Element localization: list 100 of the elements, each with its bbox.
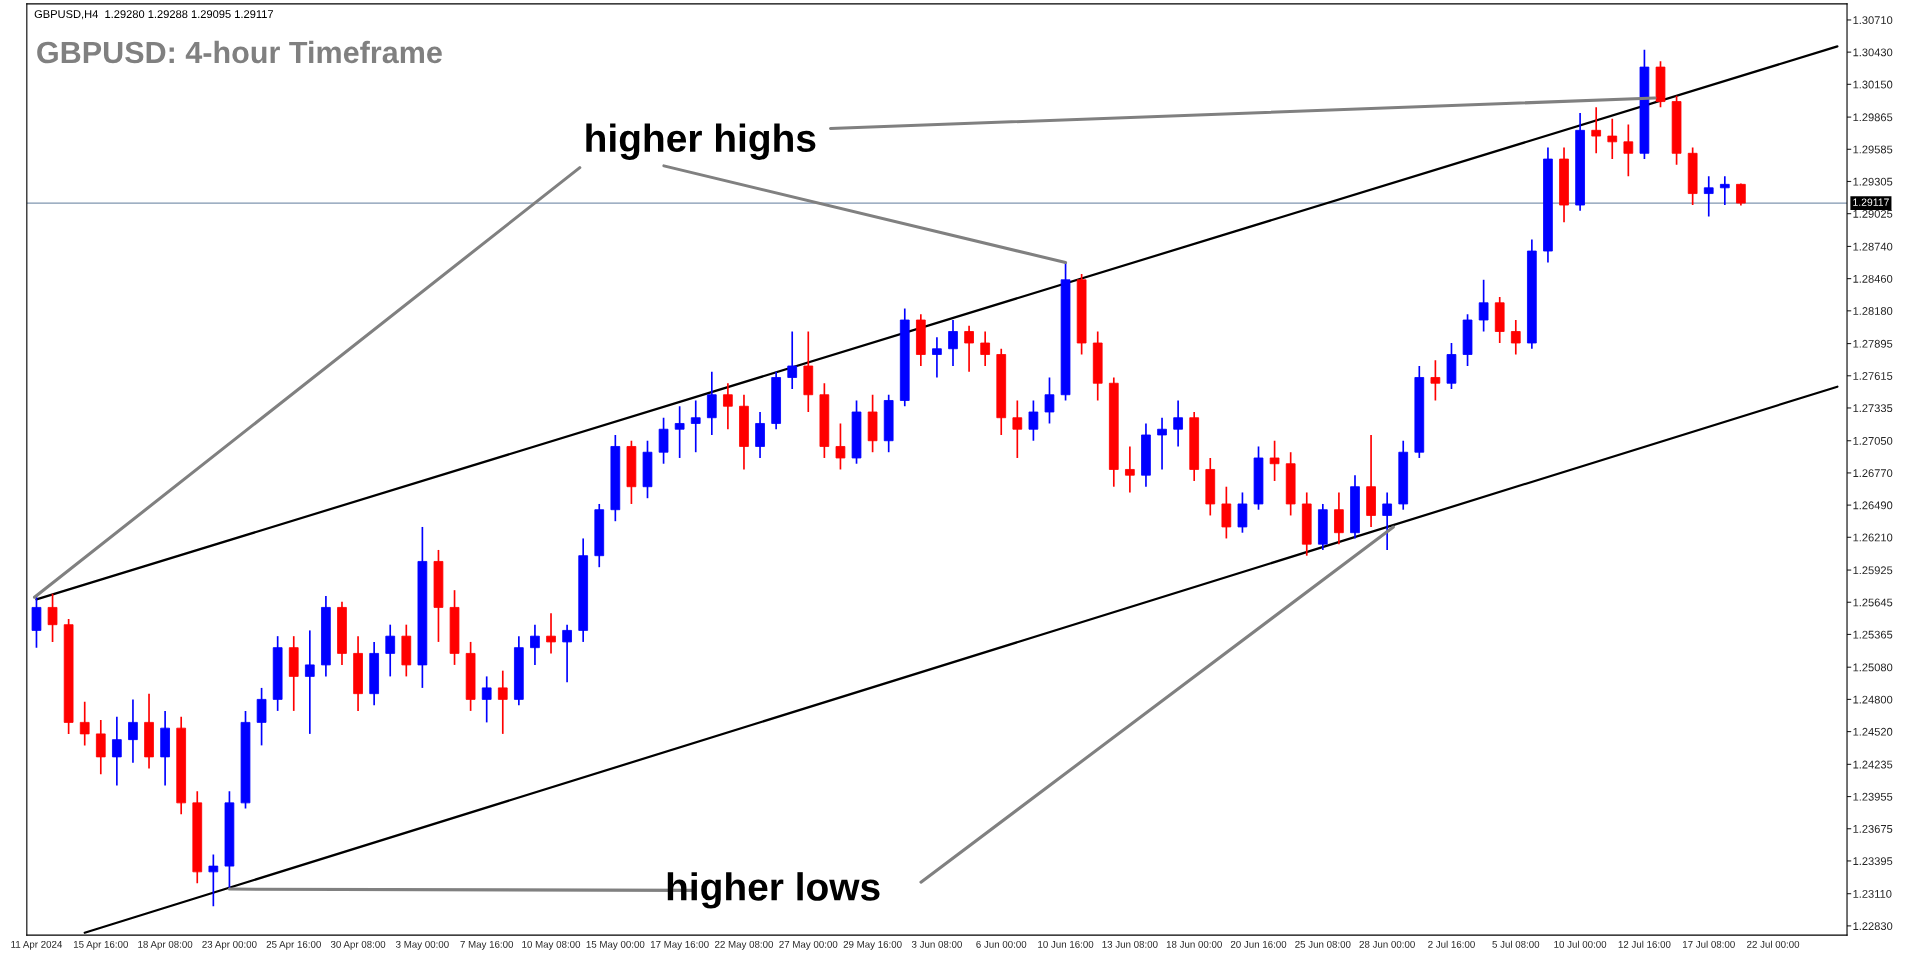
x-tick-label: 28 Jun 00:00 xyxy=(1359,940,1415,948)
candlestick xyxy=(1269,439,1280,482)
candlestick xyxy=(690,399,701,454)
candlestick xyxy=(95,719,106,775)
candlestick xyxy=(1028,399,1039,442)
y-tick-label: 1.26210 xyxy=(1853,533,1893,542)
y-tick-label: 1.27895 xyxy=(1853,339,1893,348)
candlestick xyxy=(787,330,798,390)
y-tick-label: 1.27615 xyxy=(1853,372,1893,380)
candlestick xyxy=(1382,491,1392,551)
candlestick xyxy=(1221,485,1232,540)
candlestick xyxy=(1044,376,1055,425)
candlestick xyxy=(79,700,90,747)
candlestick xyxy=(1591,106,1602,155)
candlestick xyxy=(723,382,733,431)
candlestick xyxy=(1703,175,1714,218)
candlestick xyxy=(1607,117,1618,160)
candlestick xyxy=(1478,278,1489,333)
candlestick xyxy=(546,612,556,655)
candlestick xyxy=(481,675,492,724)
candlestick xyxy=(385,623,396,678)
candlestick xyxy=(530,623,540,666)
y-tick-label: 1.28180 xyxy=(1853,307,1893,315)
y-tick-label: 1.26490 xyxy=(1853,501,1893,510)
y-tick-label: 1.25080 xyxy=(1853,663,1893,672)
x-tick-label: 15 Apr 16:00 xyxy=(73,940,128,950)
x-tick-label: 17 May 16:00 xyxy=(650,940,709,950)
x-tick-label: 3 May 00:00 xyxy=(396,940,449,950)
candlestick xyxy=(208,853,219,908)
y-tick-label: 1.29305 xyxy=(1853,177,1893,186)
x-tick-label: 11 Apr 2024 xyxy=(11,940,63,950)
candlestick xyxy=(1430,359,1441,402)
candlestick xyxy=(1157,416,1167,471)
candlestick xyxy=(1173,399,1183,448)
candlestick xyxy=(964,324,974,373)
y-tick-label: 1.25925 xyxy=(1853,566,1893,575)
y-tick-label: 1.23955 xyxy=(1853,792,1893,801)
x-tick-label: 17 Jul 08:00 xyxy=(1683,940,1735,948)
candlestick xyxy=(948,319,958,367)
y-tick-label: 1.23110 xyxy=(1853,889,1892,898)
y-tick-label: 1.26770 xyxy=(1853,469,1893,478)
candlestick xyxy=(1125,445,1135,494)
candlestick xyxy=(980,330,990,367)
x-tick-label: 5 Jul 08:00 xyxy=(1492,940,1540,948)
ref-line-label: 1.29117 xyxy=(1853,198,1889,206)
candlestick xyxy=(128,698,138,764)
x-tick-label: 18 Jun 00:00 xyxy=(1166,940,1222,948)
y-tick-label: 1.24235 xyxy=(1853,760,1893,769)
candlestick xyxy=(304,629,315,735)
x-tick-label: 27 May 00:00 xyxy=(779,940,838,950)
x-tick-label: 22 May 08:00 xyxy=(715,940,774,950)
x-tick-label: 12 Jul 16:00 xyxy=(1618,940,1671,948)
x-tick-label: 13 Jun 08:00 xyxy=(1102,940,1158,948)
x-tick-label: 10 Jun 16:00 xyxy=(1038,940,1094,948)
candlestick xyxy=(1334,491,1344,546)
x-tick-label: 7 May 16:00 xyxy=(460,940,514,950)
annotation: higher highs xyxy=(586,123,816,160)
candlestick xyxy=(47,592,58,643)
x-tick-label: 3 Jun 08:00 xyxy=(911,940,962,948)
x-tick-label: 2 Jul 16:00 xyxy=(1428,940,1475,948)
y-tick-label: 1.28740 xyxy=(1853,242,1893,251)
x-tick-label: 30 Apr 08:00 xyxy=(330,940,386,950)
candlestick xyxy=(706,370,717,436)
y-tick-label: 1.28460 xyxy=(1853,274,1893,283)
candlestick xyxy=(658,416,669,465)
candlestick xyxy=(755,411,765,459)
candlestick xyxy=(1012,399,1023,459)
candlestick xyxy=(497,669,508,735)
annotation: GBPUSD,H4 1.29280 1.29288 1.29095 1.29117 xyxy=(34,10,274,20)
x-tick-label: 18 Apr 08:00 xyxy=(138,940,193,950)
candlestick xyxy=(835,422,846,471)
x-tick-label: 22 Jul 00:00 xyxy=(1747,940,1800,948)
y-tick-label: 1.30150 xyxy=(1853,80,1893,89)
candlestick xyxy=(932,336,942,379)
candlestick xyxy=(1736,182,1746,207)
y-tick-label: 1.30430 xyxy=(1853,48,1893,57)
y-tick-label: 1.29865 xyxy=(1853,113,1893,122)
y-tick-label: 1.22830 xyxy=(1853,922,1893,931)
candlestick xyxy=(562,623,572,683)
y-tick-label: 1.30710 xyxy=(1853,16,1893,25)
candlestick xyxy=(1719,175,1730,206)
y-tick-label: 1.27050 xyxy=(1853,436,1893,445)
x-tick-label: 29 May 16:00 xyxy=(843,940,902,950)
x-tick-label: 25 Jun 08:00 xyxy=(1295,940,1351,948)
text: GBPUSD: 4-hour Timeframe xyxy=(37,40,442,64)
candlestick xyxy=(112,715,122,787)
candlestick xyxy=(1237,491,1248,534)
candlestick xyxy=(1510,319,1521,356)
annotation: higher lows xyxy=(667,872,880,909)
y-tick-label: 1.24520 xyxy=(1853,727,1893,736)
x-tick-label: 23 Apr 00:00 xyxy=(202,940,257,950)
x-tick-label: 10 May 08:00 xyxy=(522,940,581,950)
y-tick-label: 1.25365 xyxy=(1853,630,1893,639)
x-tick-label: 20 Jun 16:00 xyxy=(1230,940,1287,948)
y-tick-label: 1.29585 xyxy=(1853,145,1893,154)
y-tick-label: 1.23395 xyxy=(1853,857,1893,866)
y-tick-label: 1.25645 xyxy=(1853,598,1893,607)
x-tick-label: 10 Jul 00:00 xyxy=(1554,940,1607,948)
x-tick-label: 25 Apr 16:00 xyxy=(266,940,321,950)
candlestick xyxy=(674,405,685,459)
